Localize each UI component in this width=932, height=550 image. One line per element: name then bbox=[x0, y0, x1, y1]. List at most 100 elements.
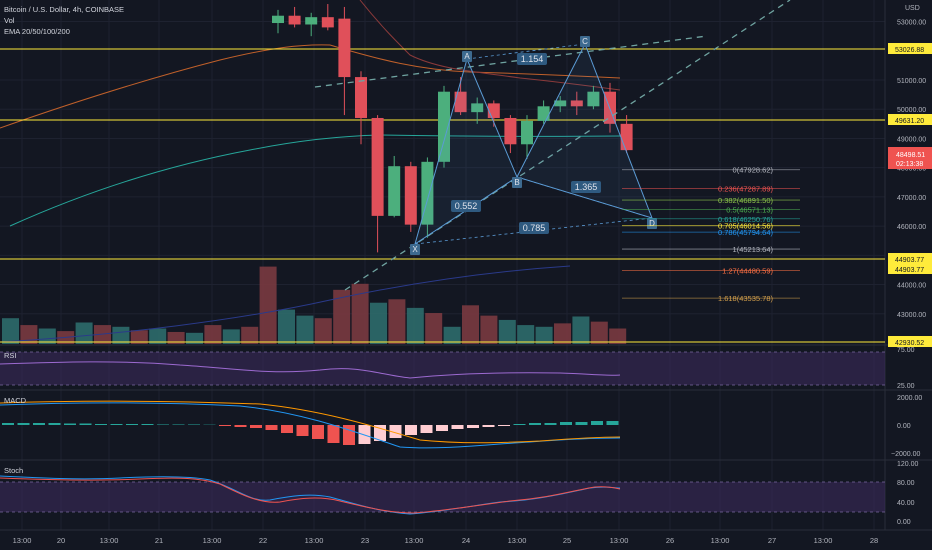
price-axis-tick: 48000.00 bbox=[897, 166, 926, 173]
volume-bar bbox=[425, 313, 443, 344]
volume-bar bbox=[149, 328, 167, 344]
macd-histogram-bar bbox=[219, 425, 231, 426]
ratio-box bbox=[451, 200, 481, 212]
fib-label: 0(47928.62) bbox=[733, 166, 774, 175]
pattern-label-a: A bbox=[464, 52, 470, 61]
macd-label: MACD bbox=[4, 396, 27, 405]
macd-histogram-bar bbox=[141, 424, 154, 425]
volume-bar bbox=[38, 328, 56, 344]
macd-tick: −2000.00 bbox=[891, 451, 920, 458]
price-axis-tick: 51000.00 bbox=[897, 78, 926, 85]
pattern-point-x bbox=[410, 244, 420, 255]
volume-bar bbox=[443, 326, 461, 344]
pattern-label-b: B bbox=[514, 178, 519, 187]
macd-histogram-bar bbox=[281, 425, 293, 433]
macd-histogram-bar bbox=[513, 424, 526, 425]
volume-bar bbox=[370, 302, 387, 344]
price-tag bbox=[888, 253, 932, 264]
price-tag bbox=[888, 114, 932, 125]
volume-bar bbox=[75, 322, 93, 344]
macd-histogram-bar bbox=[529, 423, 541, 425]
ratio-box bbox=[517, 53, 547, 65]
macd-histogram-bar bbox=[436, 425, 448, 431]
vol-legend: Vol bbox=[4, 16, 15, 25]
ema-50-line bbox=[0, 44, 621, 129]
volume-bar bbox=[167, 331, 185, 344]
time-axis-tick: 27 bbox=[768, 536, 776, 545]
volume-bar bbox=[388, 299, 406, 344]
macd-histogram-bar bbox=[17, 423, 30, 425]
macd-histogram-bar bbox=[575, 422, 588, 425]
macd-histogram-bar bbox=[265, 425, 278, 430]
candle-body bbox=[454, 91, 467, 113]
price-tag-value: 49631.20 bbox=[895, 118, 924, 125]
price-tag-value: 53026.88 bbox=[895, 47, 924, 54]
candle-body bbox=[321, 17, 334, 28]
fib-label: 0.236(47287.89) bbox=[718, 184, 774, 193]
pattern-point-a bbox=[462, 51, 472, 62]
macd-histogram-bar bbox=[79, 423, 92, 425]
macd-signal-line bbox=[0, 400, 621, 444]
ratio-box bbox=[519, 222, 549, 234]
candle-body bbox=[504, 117, 517, 145]
price-axis-tick: 49000.00 bbox=[897, 136, 926, 143]
macd-histogram-bar bbox=[296, 425, 309, 436]
macd-histogram-bar bbox=[389, 425, 402, 438]
macd-histogram-bar bbox=[358, 425, 371, 444]
rsi-label: RSI bbox=[4, 351, 17, 360]
candle-body bbox=[587, 91, 600, 107]
macd-histogram-bar bbox=[2, 423, 14, 425]
macd-histogram-bar bbox=[157, 424, 169, 425]
candle-body bbox=[537, 106, 550, 121]
volume-bar bbox=[333, 289, 351, 344]
stoch-band bbox=[0, 482, 885, 512]
macd-histogram-bar bbox=[327, 425, 340, 443]
candle-body bbox=[305, 17, 318, 25]
stoch-tick: 40.00 bbox=[897, 500, 915, 507]
ema-100-line bbox=[9, 134, 621, 227]
ema-20-line bbox=[359, 0, 621, 91]
time-axis-tick: 23 bbox=[361, 536, 369, 545]
volume-bar bbox=[480, 315, 498, 344]
ratio-box bbox=[571, 181, 601, 193]
volume-bar bbox=[278, 309, 295, 344]
stoch-tick: 0.00 bbox=[897, 519, 911, 526]
volume-bar bbox=[296, 315, 314, 344]
time-axis-tick: 13:00 bbox=[508, 536, 527, 545]
time-axis-tick: 13:00 bbox=[100, 536, 119, 545]
macd-histogram-bar bbox=[234, 425, 247, 427]
macd-histogram-bar bbox=[467, 425, 479, 428]
macd-histogram-bar bbox=[606, 421, 619, 425]
volume-bar bbox=[314, 318, 332, 344]
time-axis-tick: 13:00 bbox=[305, 536, 324, 545]
macd-histogram-bar bbox=[172, 424, 185, 425]
time-axis-tick: 22 bbox=[259, 536, 267, 545]
time-axis-tick: 25 bbox=[563, 536, 571, 545]
macd-histogram-bar bbox=[188, 424, 200, 425]
volume-bar bbox=[554, 323, 571, 344]
fib-label: 1.618(43535.78) bbox=[718, 294, 774, 303]
macd-histogram-bar bbox=[250, 425, 262, 428]
macd-histogram-bar bbox=[560, 422, 572, 425]
volume-bar bbox=[186, 332, 203, 344]
volume-bar bbox=[222, 329, 240, 344]
price-tag-value: 44903.77 bbox=[895, 267, 924, 274]
macd-histogram-bar bbox=[498, 425, 510, 426]
volume-bar bbox=[572, 316, 590, 344]
time-axis-tick: 13:00 bbox=[814, 536, 833, 545]
rsi-line bbox=[0, 361, 621, 379]
macd-histogram-bar bbox=[33, 423, 45, 425]
candle-body bbox=[288, 15, 301, 25]
ratio-label: 0.552 bbox=[455, 201, 478, 211]
pattern-point-b bbox=[512, 177, 522, 188]
volume-bar bbox=[204, 325, 222, 344]
price-tag bbox=[888, 43, 932, 54]
price-axis-tick: 44000.00 bbox=[897, 283, 926, 290]
ema-legend: EMA 20/50/100/200 bbox=[4, 27, 70, 36]
price-tag bbox=[888, 263, 932, 274]
macd-histogram-bar bbox=[95, 424, 107, 425]
time-axis-tick: 13:00 bbox=[13, 536, 32, 545]
time-axis-tick: 13:00 bbox=[405, 536, 424, 545]
time-axis-tick: 24 bbox=[462, 536, 470, 545]
